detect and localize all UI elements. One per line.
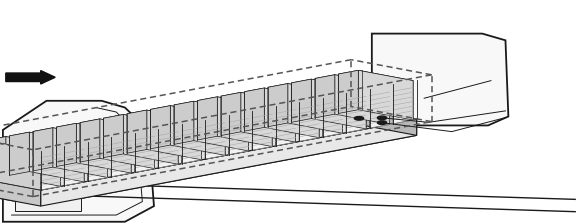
Polygon shape <box>358 70 413 120</box>
Polygon shape <box>0 140 41 190</box>
Polygon shape <box>80 119 100 162</box>
Polygon shape <box>198 97 272 111</box>
Polygon shape <box>15 179 81 211</box>
FancyArrow shape <box>6 71 55 84</box>
Polygon shape <box>322 94 343 137</box>
Polygon shape <box>0 176 41 206</box>
Polygon shape <box>103 114 123 158</box>
Polygon shape <box>150 106 170 149</box>
Polygon shape <box>194 101 249 151</box>
Polygon shape <box>0 106 417 190</box>
Polygon shape <box>174 101 194 144</box>
Polygon shape <box>0 137 60 151</box>
Polygon shape <box>198 97 217 140</box>
Polygon shape <box>127 110 147 153</box>
Polygon shape <box>56 123 76 166</box>
Circle shape <box>378 116 387 120</box>
Polygon shape <box>56 123 131 137</box>
Polygon shape <box>100 119 155 169</box>
Polygon shape <box>245 88 319 102</box>
Polygon shape <box>0 106 343 192</box>
Polygon shape <box>170 106 225 155</box>
Polygon shape <box>393 81 413 124</box>
Polygon shape <box>315 75 390 89</box>
Polygon shape <box>33 128 107 142</box>
Polygon shape <box>6 137 60 186</box>
Polygon shape <box>88 138 107 181</box>
Polygon shape <box>53 128 107 177</box>
Polygon shape <box>158 125 178 168</box>
Polygon shape <box>291 79 311 122</box>
Polygon shape <box>372 34 508 125</box>
Polygon shape <box>221 92 241 136</box>
Polygon shape <box>291 79 366 93</box>
Polygon shape <box>311 79 366 129</box>
Polygon shape <box>268 84 343 98</box>
Polygon shape <box>268 84 288 127</box>
Polygon shape <box>111 134 131 177</box>
Polygon shape <box>217 97 272 146</box>
Polygon shape <box>221 92 296 106</box>
Polygon shape <box>264 88 319 138</box>
Circle shape <box>378 121 387 125</box>
Polygon shape <box>299 98 319 142</box>
Polygon shape <box>241 92 296 142</box>
Polygon shape <box>33 128 53 171</box>
Polygon shape <box>64 142 84 186</box>
Polygon shape <box>288 84 343 133</box>
Polygon shape <box>123 114 178 164</box>
Polygon shape <box>182 120 202 164</box>
Polygon shape <box>9 132 84 146</box>
Polygon shape <box>275 103 296 146</box>
Polygon shape <box>174 101 249 115</box>
Polygon shape <box>29 132 84 182</box>
Polygon shape <box>315 75 335 118</box>
Polygon shape <box>0 137 6 180</box>
Polygon shape <box>80 119 155 133</box>
Polygon shape <box>346 89 366 133</box>
Polygon shape <box>3 101 154 222</box>
Polygon shape <box>76 123 131 173</box>
Polygon shape <box>9 132 29 175</box>
Polygon shape <box>338 70 413 84</box>
Polygon shape <box>370 85 390 128</box>
Polygon shape <box>150 106 225 120</box>
Polygon shape <box>127 110 202 124</box>
Polygon shape <box>41 147 60 190</box>
Polygon shape <box>41 119 417 206</box>
Polygon shape <box>135 129 155 172</box>
Polygon shape <box>229 112 249 155</box>
Polygon shape <box>245 88 264 131</box>
Polygon shape <box>335 75 390 125</box>
Circle shape <box>354 116 364 120</box>
Polygon shape <box>147 110 202 160</box>
Polygon shape <box>205 116 225 159</box>
Polygon shape <box>343 106 417 135</box>
Polygon shape <box>0 122 417 206</box>
Polygon shape <box>338 70 358 114</box>
Polygon shape <box>103 114 178 129</box>
Polygon shape <box>252 107 272 150</box>
